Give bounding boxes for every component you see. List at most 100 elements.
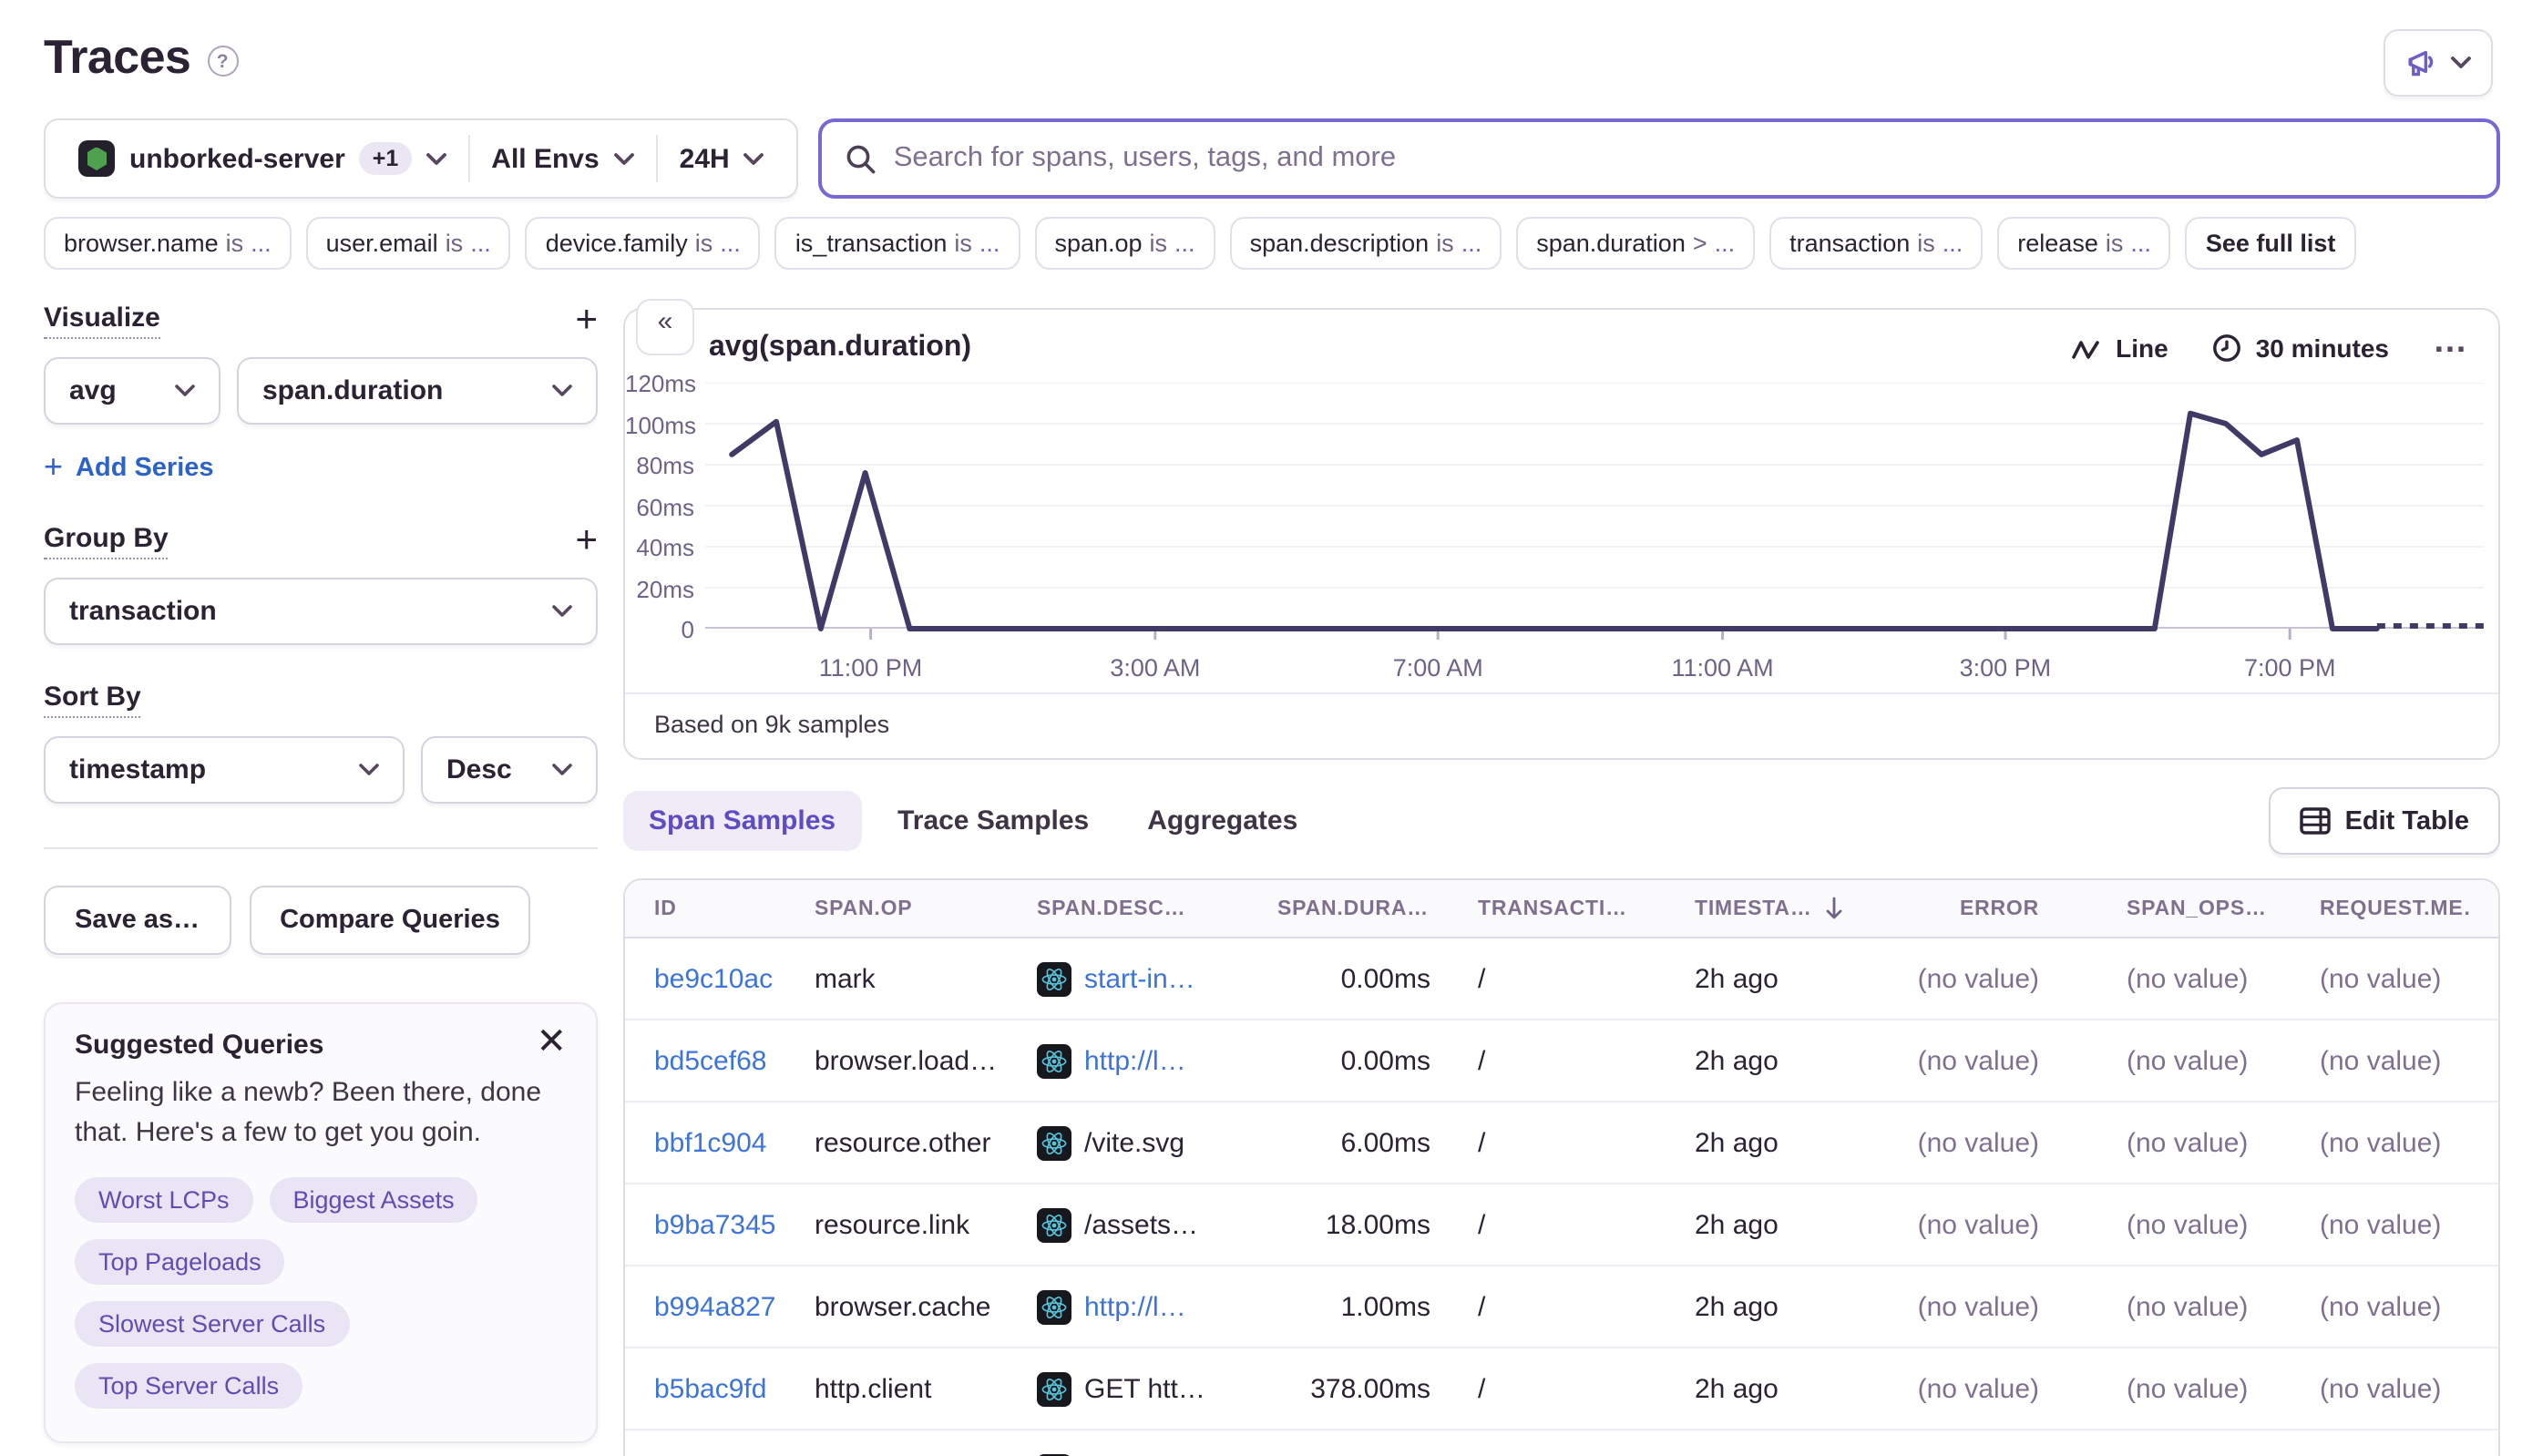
suggested-queries-body: Feeling like a newb? Been there, done th… <box>75 1073 567 1153</box>
filter-value: ... <box>1461 230 1482 257</box>
aggregate-select[interactable]: avg <box>44 357 220 425</box>
column-header-timesta-[interactable]: TIMESTA… <box>1651 897 1870 920</box>
span-id-link[interactable]: bbf1c904 <box>654 1127 766 1158</box>
table-cell: (no value) <box>1870 1209 2079 1240</box>
span-id-link[interactable]: b994a827 <box>654 1291 776 1322</box>
tab-span-samples[interactable]: Span Samples <box>623 791 861 851</box>
table-cell: / <box>1478 1045 1651 1076</box>
react-icon <box>1037 1289 1071 1324</box>
span-id-link[interactable]: bd5cef68 <box>654 1045 766 1076</box>
table-cell: / <box>1478 1209 1651 1240</box>
filter-operator: > <box>1693 230 1707 257</box>
add-visualize-button[interactable]: + <box>575 306 598 335</box>
sort-field-select[interactable]: timestamp <box>44 736 405 804</box>
column-header-request-me-[interactable]: REQUEST.ME… <box>2302 897 2469 919</box>
suggested-query-chip[interactable]: Top Server Calls <box>75 1362 302 1408</box>
column-header-span-desc-[interactable]: SPAN.DESC… <box>1037 897 1277 919</box>
chart-more-button[interactable]: … <box>2433 323 2469 374</box>
table-cell: / <box>1478 963 1651 994</box>
timestamp-value: 2h ago <box>1695 1045 1779 1076</box>
table-cell: 2h ago <box>1651 1291 1870 1322</box>
column-header-transacti-[interactable]: TRANSACTI… <box>1478 897 1651 919</box>
filter-chip-span.duration[interactable]: span.duration>... <box>1516 217 1755 270</box>
chart-type-button[interactable]: Line <box>2072 333 2168 363</box>
suggested-query-chip[interactable]: Slowest Server Calls <box>75 1300 349 1346</box>
search-bar[interactable] <box>819 118 2500 199</box>
filter-chip-is_transaction[interactable]: is_transactionis... <box>775 217 1020 270</box>
sort-desc-icon <box>1825 897 1845 920</box>
table-cell: 2h ago <box>1651 1209 1870 1240</box>
column-header-label: SPAN.DESC… <box>1037 897 1186 919</box>
help-icon[interactable]: ? <box>207 46 238 77</box>
table-cell: 378.00ms <box>1277 1373 1478 1404</box>
filter-value: ... <box>1943 230 1963 257</box>
divider <box>44 847 598 849</box>
react-icon <box>1037 961 1071 996</box>
time-range-selector[interactable]: 24H <box>658 143 786 174</box>
search-input[interactable] <box>894 142 2473 175</box>
chevron-down-icon <box>614 152 634 165</box>
filter-operator: is <box>1917 230 1935 257</box>
group-by-label: Group By <box>44 523 169 559</box>
tab-aggregates[interactable]: Aggregates <box>1125 791 1319 851</box>
filter-chip-release[interactable]: releaseis... <box>1997 217 2171 270</box>
chart-type-label: Line <box>2116 333 2168 363</box>
table-row: b5bac9fdhttp.clientGET htt…378.00ms/2h a… <box>625 1348 2498 1430</box>
column-header-span-ops-[interactable]: SPAN_OPS… <box>2079 897 2302 919</box>
close-icon[interactable]: ✕ <box>536 1030 567 1055</box>
feedback-button[interactable] <box>2384 29 2493 97</box>
span-id-link[interactable]: be9c10ac <box>654 963 773 994</box>
x-axis-tick-label: 7:00 PM <box>2244 654 2336 682</box>
environment-selector[interactable]: All Envs <box>469 143 655 174</box>
table-cell: (no value) <box>1870 1373 2079 1404</box>
project-selector[interactable]: unborked-server +1 <box>56 140 467 177</box>
table-cell: (no value) <box>1870 1291 2079 1322</box>
topbar: Traces ? <box>0 0 2522 97</box>
tab-trace-samples[interactable]: Trace Samples <box>876 791 1111 851</box>
field-select[interactable]: span.duration <box>237 357 598 425</box>
suggested-query-chip[interactable]: Worst LCPs <box>75 1176 253 1222</box>
span-ops-value: (no value) <box>2127 1209 2248 1240</box>
column-header-span-op[interactable]: SPAN.OP <box>815 897 1037 919</box>
filter-chip-device.family[interactable]: device.familyis... <box>526 217 761 270</box>
span-id-link[interactable]: b9ba7345 <box>654 1209 776 1240</box>
span-description-value[interactable]: start-in… <box>1084 963 1195 994</box>
column-header-label: TRANSACTI… <box>1478 897 1627 919</box>
column-header-error[interactable]: ERROR <box>1870 897 2079 919</box>
suggested-query-chip[interactable]: Top Pageloads <box>75 1238 285 1284</box>
group-by-select[interactable]: transaction <box>44 578 598 645</box>
table-cell: http://l… <box>1037 1043 1277 1078</box>
span-id-link[interactable]: b5bac9fd <box>654 1373 766 1404</box>
sort-direction-select[interactable]: Desc <box>421 736 598 804</box>
interval-button[interactable]: 30 minutes <box>2212 333 2389 363</box>
filter-operator: is <box>1150 230 1168 257</box>
column-header-id[interactable]: ID <box>654 897 815 919</box>
table-cell: 2h ago <box>1651 1127 1870 1158</box>
table-cell: 18.00ms <box>1277 1209 1478 1240</box>
column-header-span-dura-[interactable]: SPAN.DURA… <box>1277 897 1478 919</box>
chevron-down-icon <box>744 152 764 165</box>
filter-chip-transaction[interactable]: transactionis... <box>1769 217 1983 270</box>
span-op-value: browser.cache <box>815 1291 990 1322</box>
compare-queries-button[interactable]: Compare Queries <box>249 886 531 955</box>
filter-chip-span.description[interactable]: span.descriptionis... <box>1230 217 1502 270</box>
span-description-value[interactable]: http://l… <box>1084 1045 1186 1076</box>
suggested-query-chip[interactable]: Biggest Assets <box>270 1176 478 1222</box>
react-icon <box>1037 1371 1071 1406</box>
add-group-by-button[interactable]: + <box>575 527 598 556</box>
save-as-button[interactable]: Save as… <box>44 886 231 955</box>
filter-chip-span.op[interactable]: span.opis... <box>1034 217 1215 270</box>
filter-value: ... <box>1174 230 1195 257</box>
transaction-value: / <box>1478 1291 1485 1322</box>
table-cell: start-in… <box>1037 961 1277 996</box>
filter-chip-browser.name[interactable]: browser.nameis... <box>44 217 292 270</box>
span-op-value: mark <box>815 963 876 994</box>
filter-chip-user.email[interactable]: user.emailis... <box>306 217 511 270</box>
span-description-value[interactable]: http://l… <box>1084 1291 1186 1322</box>
collapse-sidebar-button[interactable]: « <box>636 299 694 355</box>
edit-table-button[interactable]: Edit Table <box>2269 787 2500 855</box>
add-series-button[interactable]: + Add Series <box>44 448 214 487</box>
page-filter-row: unborked-server +1 All Envs 24H <box>0 97 2522 199</box>
results-bar: Span SamplesTrace SamplesAggregates Edit… <box>623 787 2500 855</box>
see-full-list-button[interactable]: See full list <box>2186 217 2356 270</box>
